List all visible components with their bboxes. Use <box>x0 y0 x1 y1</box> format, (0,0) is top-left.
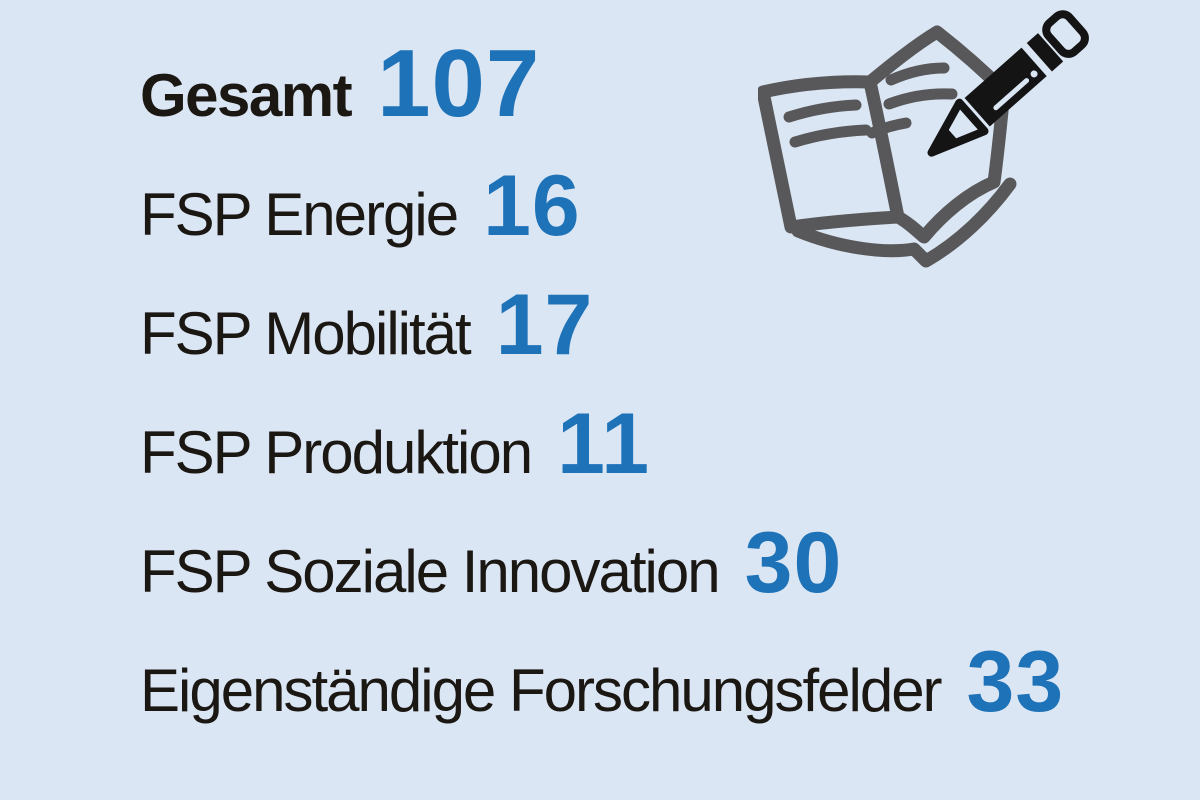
pencil-icon <box>927 10 1089 157</box>
book-and-pencil-icon <box>758 10 1089 268</box>
stat-value: 107 <box>377 30 541 137</box>
stat-label: FSP Soziale Innovation <box>140 538 721 605</box>
stat-value: 11 <box>557 396 651 492</box>
stat-row-fsp-soziale-innovation: FSP Soziale Innovation 30 <box>140 514 1064 633</box>
stat-row-fsp-mobilitaet: FSP Mobilität 17 <box>140 276 1064 395</box>
stat-value: 17 <box>495 277 594 373</box>
stat-row-fsp-energie: FSP Energie 16 <box>140 157 1064 276</box>
stat-label: FSP Energie <box>140 181 459 248</box>
stat-value: 16 <box>483 158 581 254</box>
stat-value: 30 <box>744 515 843 611</box>
stat-row-total: Gesamt 107 <box>140 29 1064 148</box>
stats-list: Gesamt 107 FSP Energie 16 FSP Mobilität … <box>140 30 1064 752</box>
stat-row-eigenstaendige-forschungsfelder: Eigenständige Forschungsfelder 33 <box>140 633 1064 752</box>
open-book-icon <box>758 25 1017 268</box>
stat-label: Gesamt <box>140 62 353 129</box>
stat-label: Eigenständige Forschungsfelder <box>140 657 943 724</box>
stat-label: FSP Produktion <box>140 419 533 486</box>
stat-label: FSP Mobilität <box>140 300 472 367</box>
stat-value: 33 <box>966 634 1065 730</box>
stat-row-fsp-produktion: FSP Produktion 11 <box>140 395 1064 514</box>
